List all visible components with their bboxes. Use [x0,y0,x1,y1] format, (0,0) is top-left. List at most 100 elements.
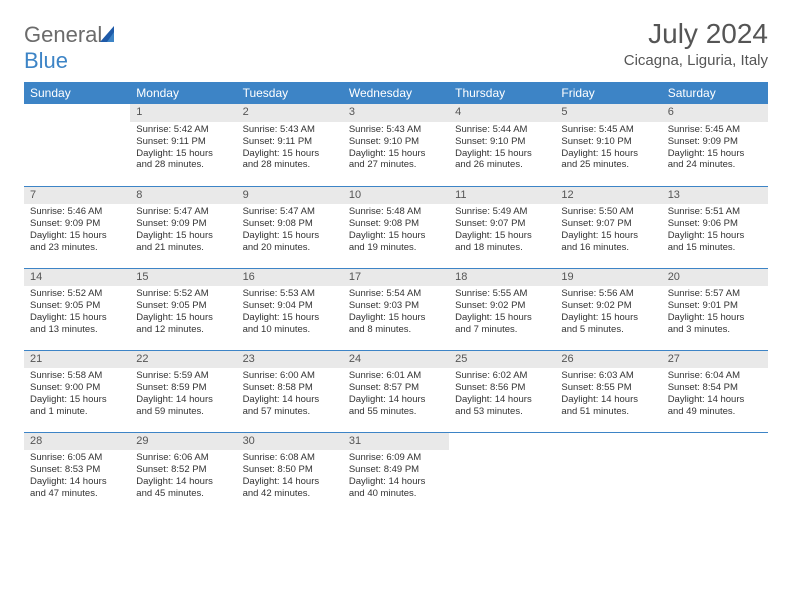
day-content: Sunrise: 5:51 AMSunset: 9:06 PMDaylight:… [662,204,768,258]
sunset-text: Sunset: 8:58 PM [243,382,337,394]
sunrise-text: Sunrise: 5:45 AM [561,124,655,136]
brand-sail-icon [100,22,120,48]
daylight-line2: and 24 minutes. [668,159,762,171]
sunrise-text: Sunrise: 5:51 AM [668,206,762,218]
day-content: Sunrise: 5:50 AMSunset: 9:07 PMDaylight:… [555,204,661,258]
sunrise-text: Sunrise: 5:52 AM [30,288,124,300]
sunrise-text: Sunrise: 5:57 AM [668,288,762,300]
day-number: 12 [555,187,661,205]
sunset-text: Sunset: 9:05 PM [136,300,230,312]
sunrise-text: Sunrise: 5:50 AM [561,206,655,218]
calendar-day-cell: 21Sunrise: 5:58 AMSunset: 9:00 PMDayligh… [24,350,130,432]
day-content: Sunrise: 6:03 AMSunset: 8:55 PMDaylight:… [555,368,661,422]
day-content: Sunrise: 6:00 AMSunset: 8:58 PMDaylight:… [237,368,343,422]
daylight-line1: Daylight: 14 hours [455,394,549,406]
day-number: 24 [343,351,449,369]
day-content: Sunrise: 5:56 AMSunset: 9:02 PMDaylight:… [555,286,661,340]
calendar-day-cell: 15Sunrise: 5:52 AMSunset: 9:05 PMDayligh… [130,268,236,350]
sunset-text: Sunset: 9:04 PM [243,300,337,312]
sunrise-text: Sunrise: 6:00 AM [243,370,337,382]
daylight-line2: and 47 minutes. [30,488,124,500]
day-content: Sunrise: 5:52 AMSunset: 9:05 PMDaylight:… [130,286,236,340]
calendar-week: 21Sunrise: 5:58 AMSunset: 9:00 PMDayligh… [24,350,768,432]
daylight-line1: Daylight: 15 hours [136,312,230,324]
day-content: Sunrise: 6:04 AMSunset: 8:54 PMDaylight:… [662,368,768,422]
brand-part1: General [24,22,102,47]
sunrise-text: Sunrise: 5:47 AM [136,206,230,218]
daylight-line1: Daylight: 15 hours [243,312,337,324]
sunset-text: Sunset: 9:11 PM [136,136,230,148]
sunrise-text: Sunrise: 5:42 AM [136,124,230,136]
sunset-text: Sunset: 8:57 PM [349,382,443,394]
calendar-day-cell: 27Sunrise: 6:04 AMSunset: 8:54 PMDayligh… [662,350,768,432]
sunset-text: Sunset: 9:06 PM [668,218,762,230]
daylight-line1: Daylight: 15 hours [349,230,443,242]
weekday-header: Saturday [662,82,768,104]
location: Cicagna, Liguria, Italy [624,52,768,69]
daylight-line2: and 28 minutes. [136,159,230,171]
sunset-text: Sunset: 9:03 PM [349,300,443,312]
sunset-text: Sunset: 9:08 PM [349,218,443,230]
calendar-day-cell: 19Sunrise: 5:56 AMSunset: 9:02 PMDayligh… [555,268,661,350]
sunset-text: Sunset: 9:09 PM [136,218,230,230]
sunset-text: Sunset: 8:50 PM [243,464,337,476]
day-content: Sunrise: 6:01 AMSunset: 8:57 PMDaylight:… [343,368,449,422]
day-number: 11 [449,187,555,205]
weekday-header: Thursday [449,82,555,104]
sunrise-text: Sunrise: 5:48 AM [349,206,443,218]
daylight-line1: Daylight: 15 hours [30,312,124,324]
daylight-line1: Daylight: 15 hours [455,230,549,242]
daylight-line1: Daylight: 15 hours [349,148,443,160]
day-content: Sunrise: 5:54 AMSunset: 9:03 PMDaylight:… [343,286,449,340]
calendar-day-cell: 12Sunrise: 5:50 AMSunset: 9:07 PMDayligh… [555,186,661,268]
calendar-day-cell: 5Sunrise: 5:45 AMSunset: 9:10 PMDaylight… [555,104,661,186]
daylight-line2: and 45 minutes. [136,488,230,500]
sunrise-text: Sunrise: 6:03 AM [561,370,655,382]
sunset-text: Sunset: 9:10 PM [561,136,655,148]
calendar-day-cell: 29Sunrise: 6:06 AMSunset: 8:52 PMDayligh… [130,432,236,514]
day-number: 7 [24,187,130,205]
calendar-week: 7Sunrise: 5:46 AMSunset: 9:09 PMDaylight… [24,186,768,268]
calendar-week: 14Sunrise: 5:52 AMSunset: 9:05 PMDayligh… [24,268,768,350]
day-content: Sunrise: 6:02 AMSunset: 8:56 PMDaylight:… [449,368,555,422]
day-content: Sunrise: 5:53 AMSunset: 9:04 PMDaylight:… [237,286,343,340]
calendar-body: 1Sunrise: 5:42 AMSunset: 9:11 PMDaylight… [24,104,768,514]
day-number: 21 [24,351,130,369]
day-number: 23 [237,351,343,369]
sunrise-text: Sunrise: 5:46 AM [30,206,124,218]
sunset-text: Sunset: 9:00 PM [30,382,124,394]
calendar-day-cell: 7Sunrise: 5:46 AMSunset: 9:09 PMDaylight… [24,186,130,268]
sunset-text: Sunset: 9:02 PM [455,300,549,312]
sunrise-text: Sunrise: 6:06 AM [136,452,230,464]
daylight-line1: Daylight: 15 hours [668,230,762,242]
calendar-day-cell: 26Sunrise: 6:03 AMSunset: 8:55 PMDayligh… [555,350,661,432]
sunset-text: Sunset: 8:55 PM [561,382,655,394]
calendar-day-cell [24,104,130,186]
sunrise-text: Sunrise: 5:45 AM [668,124,762,136]
calendar-day-cell: 8Sunrise: 5:47 AMSunset: 9:09 PMDaylight… [130,186,236,268]
day-number: 6 [662,104,768,122]
calendar-header-row: SundayMondayTuesdayWednesdayThursdayFrid… [24,82,768,104]
sunset-text: Sunset: 9:09 PM [30,218,124,230]
weekday-header: Sunday [24,82,130,104]
calendar-day-cell: 9Sunrise: 5:47 AMSunset: 9:08 PMDaylight… [237,186,343,268]
daylight-line2: and 18 minutes. [455,242,549,254]
sunrise-text: Sunrise: 5:44 AM [455,124,549,136]
daylight-line2: and 21 minutes. [136,242,230,254]
day-number: 5 [555,104,661,122]
sunset-text: Sunset: 9:10 PM [455,136,549,148]
day-content: Sunrise: 6:08 AMSunset: 8:50 PMDaylight:… [237,450,343,504]
calendar-day-cell: 13Sunrise: 5:51 AMSunset: 9:06 PMDayligh… [662,186,768,268]
daylight-line1: Daylight: 15 hours [349,312,443,324]
sunrise-text: Sunrise: 5:59 AM [136,370,230,382]
sunrise-text: Sunrise: 5:43 AM [349,124,443,136]
sunrise-text: Sunrise: 6:01 AM [349,370,443,382]
calendar-day-cell: 31Sunrise: 6:09 AMSunset: 8:49 PMDayligh… [343,432,449,514]
sunrise-text: Sunrise: 6:05 AM [30,452,124,464]
brand-text: GeneralBlue [24,20,120,74]
daylight-line2: and 25 minutes. [561,159,655,171]
day-number: 22 [130,351,236,369]
brand-part2: Blue [24,48,68,73]
daylight-line2: and 40 minutes. [349,488,443,500]
day-content: Sunrise: 5:47 AMSunset: 9:08 PMDaylight:… [237,204,343,258]
